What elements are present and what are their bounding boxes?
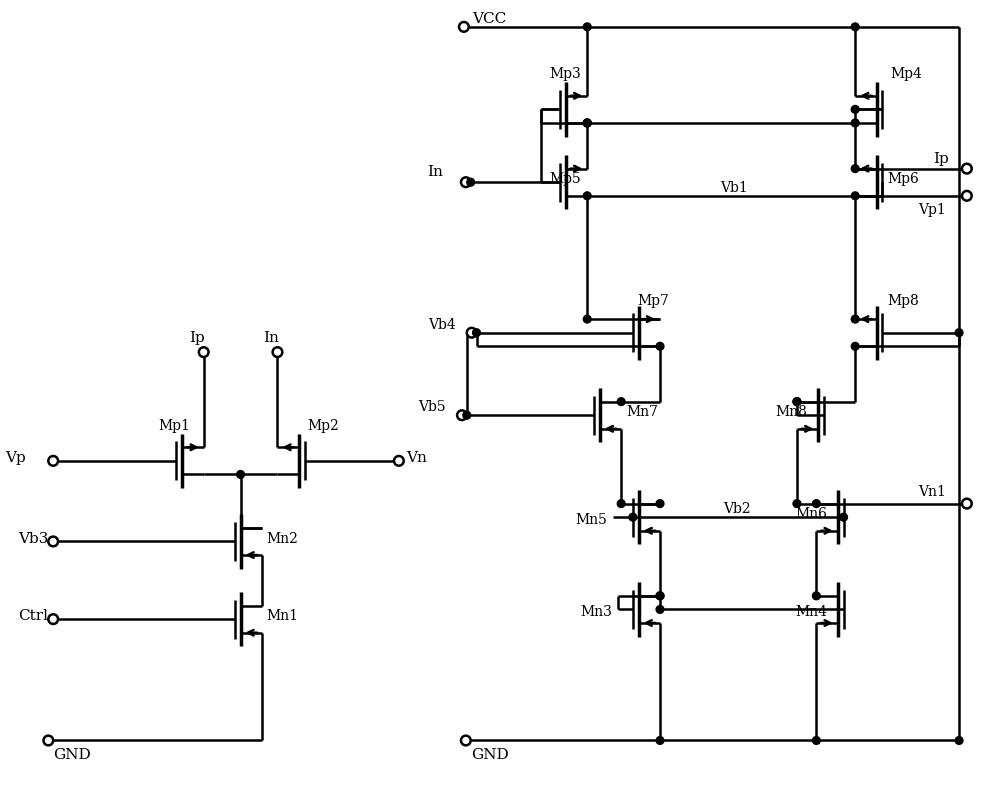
- Circle shape: [962, 164, 972, 174]
- Text: Vn1: Vn1: [918, 485, 946, 499]
- Circle shape: [851, 315, 859, 323]
- Text: Vb3: Vb3: [18, 532, 48, 546]
- Circle shape: [851, 165, 859, 172]
- Circle shape: [463, 412, 471, 419]
- Text: Mn4: Mn4: [795, 605, 827, 619]
- Text: GND: GND: [53, 748, 91, 762]
- Text: Mn5: Mn5: [576, 513, 608, 527]
- Circle shape: [851, 342, 859, 350]
- Circle shape: [48, 536, 58, 547]
- Circle shape: [394, 456, 404, 466]
- Circle shape: [840, 514, 847, 521]
- Circle shape: [583, 315, 591, 323]
- Text: Mp4: Mp4: [890, 67, 922, 81]
- Circle shape: [617, 397, 625, 405]
- Text: Mp7: Mp7: [638, 294, 670, 307]
- Text: Mp3: Mp3: [549, 67, 581, 81]
- Circle shape: [812, 736, 820, 744]
- Circle shape: [467, 328, 477, 337]
- Circle shape: [461, 735, 471, 745]
- Circle shape: [583, 119, 591, 127]
- Text: Mp5: Mp5: [549, 172, 581, 186]
- Text: Vb4: Vb4: [428, 318, 456, 332]
- Circle shape: [656, 592, 664, 600]
- Circle shape: [583, 23, 591, 31]
- Text: Vp1: Vp1: [918, 203, 946, 217]
- Circle shape: [656, 736, 664, 744]
- Circle shape: [237, 471, 244, 478]
- Text: Mp6: Mp6: [887, 172, 919, 186]
- Text: Mn8: Mn8: [776, 405, 808, 419]
- Text: Ip: Ip: [189, 330, 205, 344]
- Circle shape: [273, 348, 282, 357]
- Circle shape: [583, 119, 591, 127]
- Text: Ip: Ip: [933, 152, 949, 166]
- Circle shape: [955, 736, 963, 744]
- Circle shape: [962, 191, 972, 201]
- Text: Ctrl: Ctrl: [18, 609, 48, 623]
- Text: Vn: Vn: [407, 451, 427, 465]
- Text: Mn2: Mn2: [267, 532, 299, 546]
- Text: VCC: VCC: [472, 12, 506, 26]
- Circle shape: [459, 22, 469, 32]
- Text: In: In: [427, 165, 443, 179]
- Text: Mn7: Mn7: [626, 405, 658, 419]
- Text: Mn3: Mn3: [581, 605, 612, 619]
- Circle shape: [656, 342, 664, 350]
- Circle shape: [457, 410, 467, 420]
- Circle shape: [467, 179, 475, 186]
- Circle shape: [48, 615, 58, 624]
- Circle shape: [793, 500, 801, 507]
- Text: Mn1: Mn1: [267, 609, 299, 623]
- Circle shape: [48, 456, 58, 466]
- Circle shape: [812, 592, 820, 600]
- Text: Mp1: Mp1: [159, 419, 190, 433]
- Text: Vb2: Vb2: [723, 502, 751, 517]
- Circle shape: [629, 514, 637, 521]
- Text: Vb5: Vb5: [418, 401, 446, 415]
- Circle shape: [793, 397, 801, 405]
- Circle shape: [656, 500, 664, 507]
- Text: Vb1: Vb1: [720, 181, 748, 195]
- Circle shape: [793, 397, 801, 405]
- Circle shape: [43, 735, 53, 745]
- Circle shape: [656, 605, 664, 613]
- Circle shape: [955, 329, 963, 337]
- Circle shape: [851, 106, 859, 113]
- Text: In: In: [263, 330, 279, 344]
- Text: Vp: Vp: [5, 451, 26, 465]
- Text: Mp2: Mp2: [308, 419, 339, 433]
- Circle shape: [962, 498, 972, 509]
- Circle shape: [851, 23, 859, 31]
- Text: Mp8: Mp8: [887, 294, 919, 307]
- Circle shape: [583, 192, 591, 200]
- Circle shape: [656, 592, 664, 600]
- Circle shape: [199, 348, 209, 357]
- Circle shape: [851, 119, 859, 127]
- Circle shape: [583, 119, 591, 127]
- Circle shape: [617, 500, 625, 507]
- Circle shape: [851, 192, 859, 200]
- Text: Mn6: Mn6: [795, 507, 827, 521]
- Circle shape: [473, 329, 480, 337]
- Text: GND: GND: [471, 748, 508, 762]
- Circle shape: [461, 177, 471, 187]
- Circle shape: [812, 500, 820, 507]
